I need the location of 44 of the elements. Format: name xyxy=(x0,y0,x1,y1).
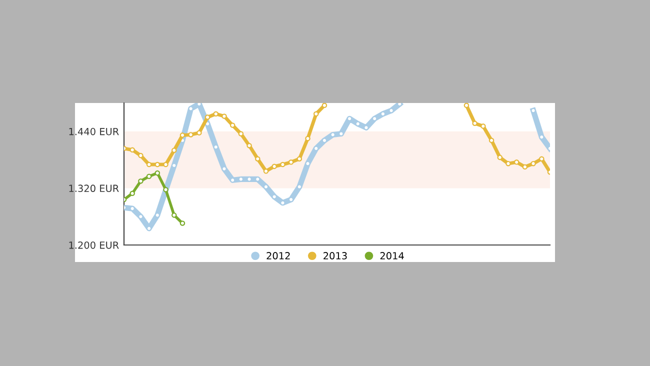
point xyxy=(146,174,152,180)
point xyxy=(154,170,160,176)
point xyxy=(163,162,168,168)
point xyxy=(522,164,528,170)
point xyxy=(322,103,328,108)
point xyxy=(313,111,319,117)
point xyxy=(263,168,269,174)
point xyxy=(280,162,286,168)
point xyxy=(480,124,486,129)
point xyxy=(305,136,310,142)
point xyxy=(238,131,244,136)
point xyxy=(530,160,536,166)
point xyxy=(514,160,520,165)
point xyxy=(171,212,177,218)
point xyxy=(255,156,260,162)
point xyxy=(539,156,544,162)
point xyxy=(230,122,236,128)
legend-label: 2013 xyxy=(324,252,347,260)
y-tick-label: 1.200 EUR xyxy=(69,241,119,249)
point xyxy=(180,220,186,226)
point xyxy=(188,132,194,138)
point xyxy=(138,178,144,184)
point xyxy=(296,156,302,162)
point xyxy=(222,114,227,119)
point xyxy=(213,111,219,117)
point xyxy=(464,103,470,108)
point xyxy=(288,160,294,165)
legend-label: 2012 xyxy=(266,252,290,260)
point xyxy=(472,120,478,126)
point xyxy=(506,160,511,166)
point xyxy=(196,130,202,136)
point xyxy=(272,164,277,170)
point xyxy=(204,114,210,120)
legend-label: 2014 xyxy=(380,252,404,260)
point xyxy=(171,148,177,153)
point xyxy=(130,190,135,196)
point xyxy=(497,154,503,160)
point xyxy=(130,147,135,152)
point xyxy=(488,138,494,144)
y-tick-label: 1.320 EUR xyxy=(69,184,119,192)
point xyxy=(138,152,144,158)
point xyxy=(246,142,252,148)
point xyxy=(146,162,152,168)
y-tick-label: 1.440 EUR xyxy=(69,128,119,136)
